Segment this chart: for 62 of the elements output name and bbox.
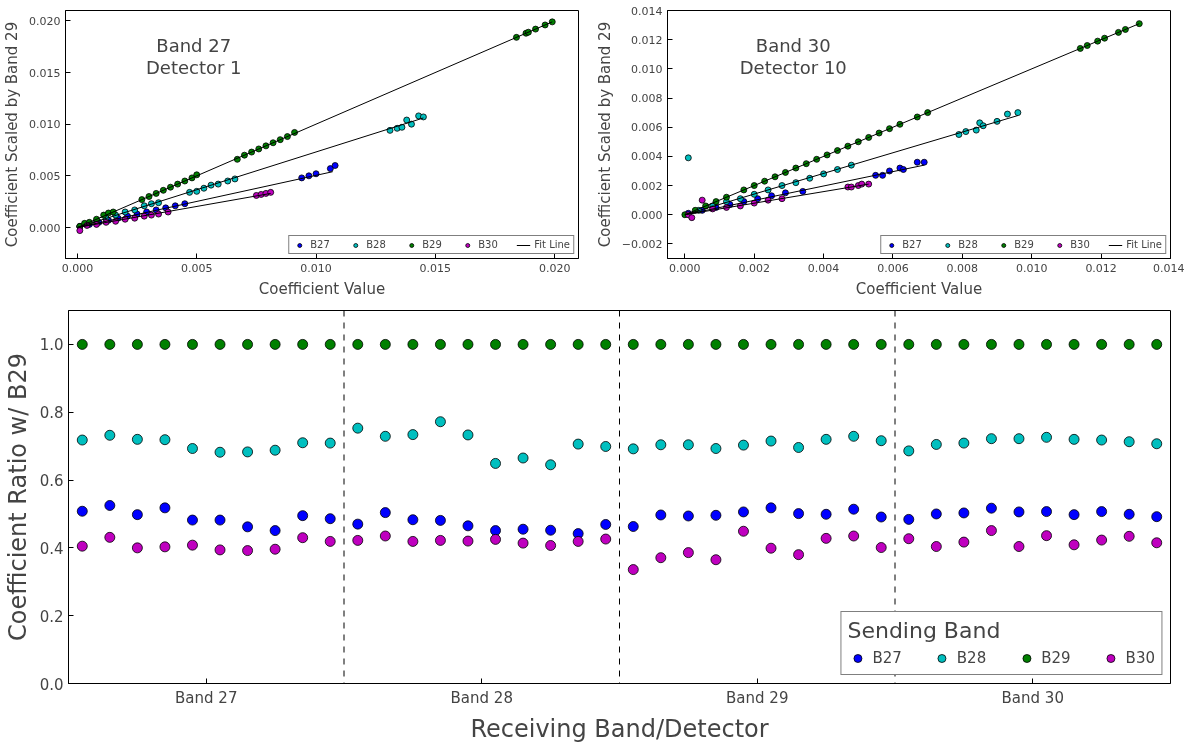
text: Band 29 <box>726 688 789 707</box>
annotation: Band 27 <box>156 34 232 56</box>
y-axis-title: Coefficient Scaled by Band 29 <box>3 21 22 248</box>
y-tick-label: 0.8 <box>39 404 64 423</box>
annotation: Detector 1 <box>145 57 242 79</box>
y-tick-label: 1.0 <box>39 336 64 355</box>
x-tick-label: 0.008 <box>946 261 979 275</box>
y-tick-label: 0.4 <box>39 539 64 558</box>
x-tick-label: 0.004 <box>807 261 840 275</box>
y-axis-title: Coefficient Ratio w/ B29 <box>3 353 32 641</box>
y-tick-label: 0.015 <box>29 66 61 80</box>
y-tick-label: 0.2 <box>39 607 64 626</box>
x-tick-label: 0.000 <box>669 261 701 275</box>
y-tick-label: 0.6 <box>39 472 64 491</box>
y-tick-label: 0.000 <box>29 221 61 235</box>
text: Band 28 <box>450 688 513 707</box>
legend-label: B30 <box>1070 239 1091 250</box>
y-tick-label: 0.005 <box>29 169 61 183</box>
y-tick-label: 0.010 <box>29 118 61 132</box>
x-tick-label: 0.012 <box>1085 261 1117 275</box>
x-axis-title: Coefficient Value <box>855 279 983 298</box>
legend-label: Fit Line <box>534 239 570 250</box>
y-tick-label: 0.004 <box>631 150 663 164</box>
x-tick-label: 0.002 <box>738 261 770 275</box>
x-axis-title: Receiving Band/Detector <box>470 714 769 743</box>
y-tick-label: 0.000 <box>631 208 663 222</box>
x-tick-label: 0.006 <box>877 261 909 275</box>
y-tick-label: 0.006 <box>631 121 663 135</box>
y-tick-label: −0.002 <box>621 237 663 251</box>
x-tick-label: 0.000 <box>61 261 94 275</box>
x-axis-title: Coefficient Value <box>258 279 386 298</box>
y-tick-label: 0.012 <box>631 33 663 47</box>
legend-label: B27 <box>310 239 331 250</box>
legend-label: B28 <box>366 239 387 250</box>
x-tick-label: 0.015 <box>419 261 452 275</box>
legend-label: B30 <box>1125 649 1155 667</box>
annotation: Detector 10 <box>739 57 847 79</box>
y-tick-label: 0.002 <box>631 179 663 193</box>
annotation: Band 30 <box>755 34 831 56</box>
legend-label: B29 <box>1014 239 1035 250</box>
y-tick-label: 0.020 <box>29 14 61 28</box>
legend-label: B28 <box>958 239 979 250</box>
y-tick-label: 0.008 <box>631 92 663 106</box>
x-tick-label: 0.005 <box>180 261 213 275</box>
x-tick-label: 0.020 <box>538 261 571 275</box>
legend-label: B30 <box>478 239 499 250</box>
legend-title: Sending Band <box>847 618 1002 643</box>
legend-label: B28 <box>956 649 987 667</box>
x-tick-label: 0.010 <box>1016 261 1048 275</box>
y-tick-label: 0.0 <box>39 675 64 694</box>
legend-label: B27 <box>902 239 923 250</box>
y-tick-label: 0.014 <box>631 4 663 18</box>
legend-label: B29 <box>422 239 443 250</box>
x-tick-label: 0.010 <box>300 261 332 275</box>
text: Band 27 <box>175 688 238 707</box>
text: Band 30 <box>1001 688 1064 707</box>
legend-label: Fit Line <box>1126 239 1162 250</box>
x-tick-label: 0.014 <box>1153 261 1184 275</box>
y-axis-title: Coefficient Scaled by Band 29 <box>595 21 614 248</box>
y-tick-label: 0.010 <box>631 62 663 76</box>
legend-label: B29 <box>1041 649 1071 667</box>
legend-label: B27 <box>872 649 902 667</box>
